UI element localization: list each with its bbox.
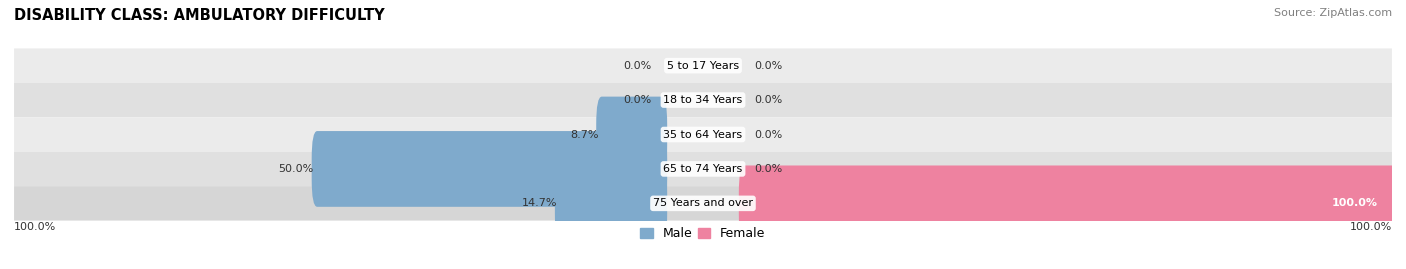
FancyBboxPatch shape bbox=[596, 97, 668, 172]
FancyBboxPatch shape bbox=[14, 186, 1392, 221]
Text: 0.0%: 0.0% bbox=[755, 61, 783, 71]
Text: 0.0%: 0.0% bbox=[623, 95, 651, 105]
Text: 0.0%: 0.0% bbox=[755, 129, 783, 140]
Text: DISABILITY CLASS: AMBULATORY DIFFICULTY: DISABILITY CLASS: AMBULATORY DIFFICULTY bbox=[14, 8, 385, 23]
Text: 18 to 34 Years: 18 to 34 Years bbox=[664, 95, 742, 105]
FancyBboxPatch shape bbox=[14, 117, 1392, 152]
FancyBboxPatch shape bbox=[312, 131, 668, 207]
FancyBboxPatch shape bbox=[14, 83, 1392, 117]
Text: 14.7%: 14.7% bbox=[522, 198, 557, 208]
Legend: Male, Female: Male, Female bbox=[636, 222, 770, 245]
Text: Source: ZipAtlas.com: Source: ZipAtlas.com bbox=[1274, 8, 1392, 18]
Text: 75 Years and over: 75 Years and over bbox=[652, 198, 754, 208]
Text: 35 to 64 Years: 35 to 64 Years bbox=[664, 129, 742, 140]
Text: 65 to 74 Years: 65 to 74 Years bbox=[664, 164, 742, 174]
FancyBboxPatch shape bbox=[555, 165, 668, 241]
FancyBboxPatch shape bbox=[14, 152, 1392, 186]
Text: 0.0%: 0.0% bbox=[755, 95, 783, 105]
Text: 100.0%: 100.0% bbox=[14, 222, 56, 232]
Text: 0.0%: 0.0% bbox=[623, 61, 651, 71]
Text: 8.7%: 8.7% bbox=[569, 129, 599, 140]
Text: 100.0%: 100.0% bbox=[1350, 222, 1392, 232]
Text: 100.0%: 100.0% bbox=[1331, 198, 1378, 208]
Text: 50.0%: 50.0% bbox=[278, 164, 314, 174]
FancyBboxPatch shape bbox=[738, 165, 1406, 241]
FancyBboxPatch shape bbox=[14, 48, 1392, 83]
Text: 0.0%: 0.0% bbox=[755, 164, 783, 174]
Text: 5 to 17 Years: 5 to 17 Years bbox=[666, 61, 740, 71]
